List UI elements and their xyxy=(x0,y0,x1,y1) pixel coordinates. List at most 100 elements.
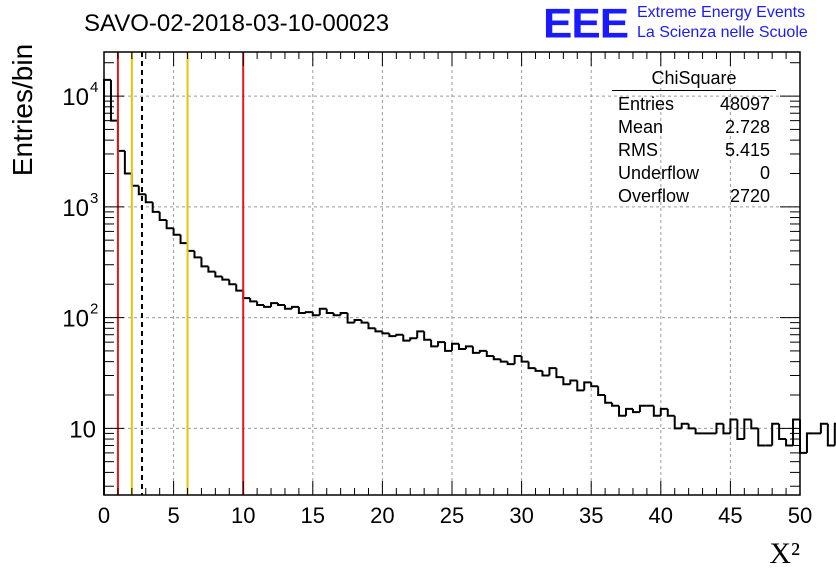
y-tick-label: 10 xyxy=(62,195,89,222)
stats-label: Entries xyxy=(618,94,675,114)
logo-line-1: Extreme Energy Events xyxy=(637,4,806,21)
histogram-bin xyxy=(409,337,418,341)
histogram-bin xyxy=(270,302,278,307)
histogram-bin xyxy=(360,320,369,324)
histogram-bin xyxy=(304,311,313,314)
histogram-bin xyxy=(297,306,306,314)
histogram-bin xyxy=(805,432,814,453)
histogram-bin xyxy=(771,422,780,446)
histogram-bin xyxy=(353,319,362,323)
stats-label: Underflow xyxy=(618,163,700,183)
histogram-bin xyxy=(478,349,487,353)
y-tick-exponent: 4 xyxy=(90,79,98,96)
histogram-bin xyxy=(346,312,355,324)
stats-value: 2720 xyxy=(729,186,770,206)
stats-value: 48097 xyxy=(719,94,770,114)
histogram-bin xyxy=(186,243,195,252)
histogram-bin xyxy=(680,422,689,429)
histogram-bin xyxy=(311,312,320,317)
histogram-bin xyxy=(437,341,446,347)
y-tick-exponent: 2 xyxy=(90,301,98,318)
histogram-bin xyxy=(290,305,299,309)
histogram-bin xyxy=(576,380,585,392)
x-tick-label: 20 xyxy=(370,503,394,528)
histogram-bin xyxy=(625,407,633,416)
histogram-bin xyxy=(659,407,668,416)
histogram-bin xyxy=(652,405,661,417)
histogram-bin xyxy=(165,220,174,230)
histogram-bin xyxy=(604,394,613,404)
histogram-bin xyxy=(464,345,473,350)
stats-box: ChiSquare Entries 48097 Mean 2.728 RMS 5… xyxy=(612,66,776,208)
x-tick-label: 30 xyxy=(509,503,533,528)
stats-title: ChiSquare xyxy=(612,66,776,91)
histogram-bin xyxy=(444,342,452,352)
histogram-bin xyxy=(631,408,640,414)
x-tick-label: 15 xyxy=(301,503,325,528)
histogram-bin xyxy=(638,404,647,413)
histogram-bin xyxy=(130,173,139,187)
histogram-bin xyxy=(207,266,216,273)
histogram-bin xyxy=(283,304,292,310)
histogram-bin xyxy=(499,359,508,363)
histogram-bin xyxy=(736,419,745,441)
histogram-bin xyxy=(381,331,390,335)
x-tick-label: 25 xyxy=(440,503,464,528)
histogram-bin xyxy=(687,423,696,430)
histogram-bin xyxy=(666,408,675,417)
chart-title: SAVO-02-2018-03-10-00023 xyxy=(84,10,390,37)
histogram-bin xyxy=(263,304,272,308)
histogram-bin xyxy=(506,361,515,366)
histogram-bin xyxy=(144,194,153,204)
histogram-bin xyxy=(242,290,251,300)
histogram-bin xyxy=(527,361,536,370)
histogram-bin xyxy=(179,234,188,245)
histogram-bin xyxy=(722,423,731,435)
stats-row-underflow: Underflow 0 xyxy=(612,162,776,185)
histogram-bin xyxy=(451,342,459,351)
y-tick-label: 10 xyxy=(62,84,89,111)
histogram-bin xyxy=(715,422,724,434)
histogram-bin xyxy=(137,185,146,196)
histogram-bin xyxy=(569,379,578,385)
histogram-bin xyxy=(116,120,125,152)
histogram-bin xyxy=(562,377,571,386)
histogram-bin xyxy=(694,428,703,435)
histogram-bin xyxy=(513,354,522,365)
histogram-bin xyxy=(332,312,341,317)
x-tick-label: 45 xyxy=(718,503,742,528)
x-axis-label: X² xyxy=(769,537,800,570)
histogram-bin xyxy=(611,402,620,407)
histogram-bin xyxy=(520,355,529,363)
histogram-bin xyxy=(228,279,237,286)
histogram-bin xyxy=(318,307,327,316)
stats-value: 0 xyxy=(759,163,770,183)
histogram-bin xyxy=(256,301,265,306)
histogram-bin xyxy=(151,202,160,213)
logo-line-2: La Scienza nelle Scuole xyxy=(637,24,808,41)
histogram-bin xyxy=(374,328,383,333)
histogram-bin xyxy=(103,78,111,495)
histogram-bin xyxy=(785,439,794,447)
eee-logo: EEE xyxy=(543,0,629,47)
histogram-bin xyxy=(395,333,404,337)
histogram-bin xyxy=(799,419,807,454)
histogram-bin xyxy=(325,308,334,314)
histogram-bin xyxy=(339,311,348,316)
histogram-bin xyxy=(541,370,550,377)
x-tick-label: 50 xyxy=(788,503,812,528)
histogram-bin xyxy=(221,276,230,281)
x-axis: 0 5 10 15 20 25 30 35 40 45 50 xyxy=(98,52,812,528)
histogram-bin xyxy=(792,418,800,446)
histogram-bin xyxy=(388,333,397,338)
histogram-bin xyxy=(123,150,132,175)
stats-row-overflow: Overflow 2720 xyxy=(612,185,776,208)
histogram-bin xyxy=(819,422,828,434)
histogram-bin xyxy=(430,339,439,348)
histogram-bin xyxy=(729,418,738,434)
histogram-bin xyxy=(673,415,682,430)
histogram-bin xyxy=(200,257,209,268)
histogram-bin xyxy=(618,405,626,417)
threshold-markers xyxy=(116,52,245,495)
